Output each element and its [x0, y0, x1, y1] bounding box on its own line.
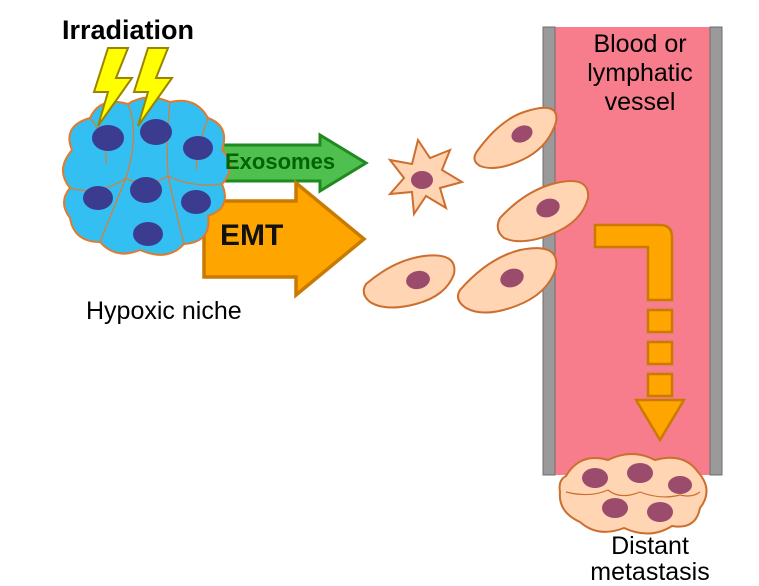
metastasis-cluster — [560, 454, 707, 534]
irradiation-label: Irradiation — [62, 15, 194, 46]
star-cell — [390, 140, 462, 214]
tumor-cluster — [63, 97, 230, 254]
emt-label: EMT — [220, 219, 283, 254]
exosomes-label: Exosomes — [225, 149, 335, 174]
distant-metastasis-label: Distant metastasis — [560, 533, 740, 586]
spindle-cell — [364, 255, 455, 307]
hypoxic-niche-label: Hypoxic niche — [86, 297, 242, 326]
spindle-cell — [458, 248, 556, 312]
vessel-label: Blood or lymphatic vessel — [575, 30, 705, 116]
